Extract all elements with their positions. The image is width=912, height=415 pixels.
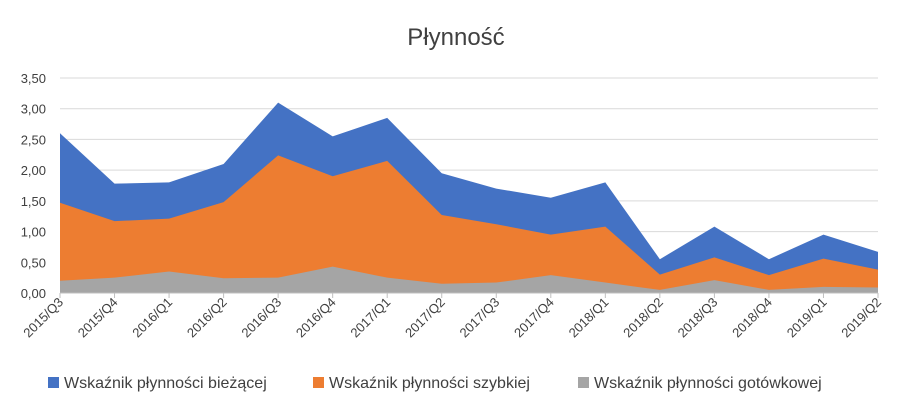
y-tick-label: 2,00	[21, 163, 46, 178]
series-area-3	[60, 266, 878, 293]
x-tick-label: 2019/Q1	[784, 295, 830, 341]
x-tick-label: 2016/Q2	[184, 295, 230, 341]
y-tick-label: 3,50	[21, 71, 46, 86]
y-tick-label: 1,50	[21, 194, 46, 209]
x-tick-label: 2018/Q3	[675, 295, 721, 341]
legend-label-1: Wskaźnik płynności bieżącej	[64, 375, 267, 392]
x-tick-label: 2018/Q4	[729, 295, 775, 341]
series-area-2	[60, 155, 878, 293]
y-tick-label: 3,00	[21, 102, 46, 117]
x-tick-label: 2015/Q4	[75, 295, 121, 341]
legend: Wskaźnik płynności bieżącej Wskaźnik płyn…	[48, 375, 822, 392]
y-axis: 0,00 0,50 1,00 1,50 2,00 2,50 3,00 3,50	[21, 71, 46, 301]
x-tick-label: 2017/Q2	[402, 295, 448, 341]
legend-label-3: Wskaźnik płynności gotówkowej	[594, 375, 822, 392]
legend-swatch-1	[48, 377, 59, 388]
y-tick-label: 2,50	[21, 132, 46, 147]
y-tick-label: 1,00	[21, 225, 46, 240]
y-tick-label: 0,00	[21, 286, 46, 301]
chart-title: Płynność	[407, 24, 504, 51]
x-tick-label: 2017/Q3	[457, 295, 503, 341]
x-tick-label: 2018/Q2	[620, 295, 666, 341]
legend-swatch-2	[313, 377, 324, 388]
x-axis: 2015/Q3 2015/Q4 2016/Q1 2016/Q2 2016/Q3 2016/…	[20, 292, 884, 341]
x-tick-label: 2016/Q4	[293, 295, 339, 341]
x-tick-label: 2016/Q1	[129, 295, 175, 341]
y-tick-label: 0,50	[21, 255, 46, 270]
x-tick-label: 2018/Q1	[566, 295, 612, 341]
legend-label-2: Wskaźnik płynności szybkiej	[329, 375, 530, 392]
plot-areas	[59, 102, 879, 293]
x-tick-label: 2017/Q4	[511, 295, 557, 341]
x-tick-label: 2016/Q3	[238, 295, 284, 341]
x-tick-label: 2015/Q3	[20, 295, 66, 341]
x-tick-label: 2019/Q2	[838, 295, 884, 341]
legend-swatch-3	[578, 377, 589, 388]
x-tick-label: 2017/Q1	[347, 295, 393, 341]
